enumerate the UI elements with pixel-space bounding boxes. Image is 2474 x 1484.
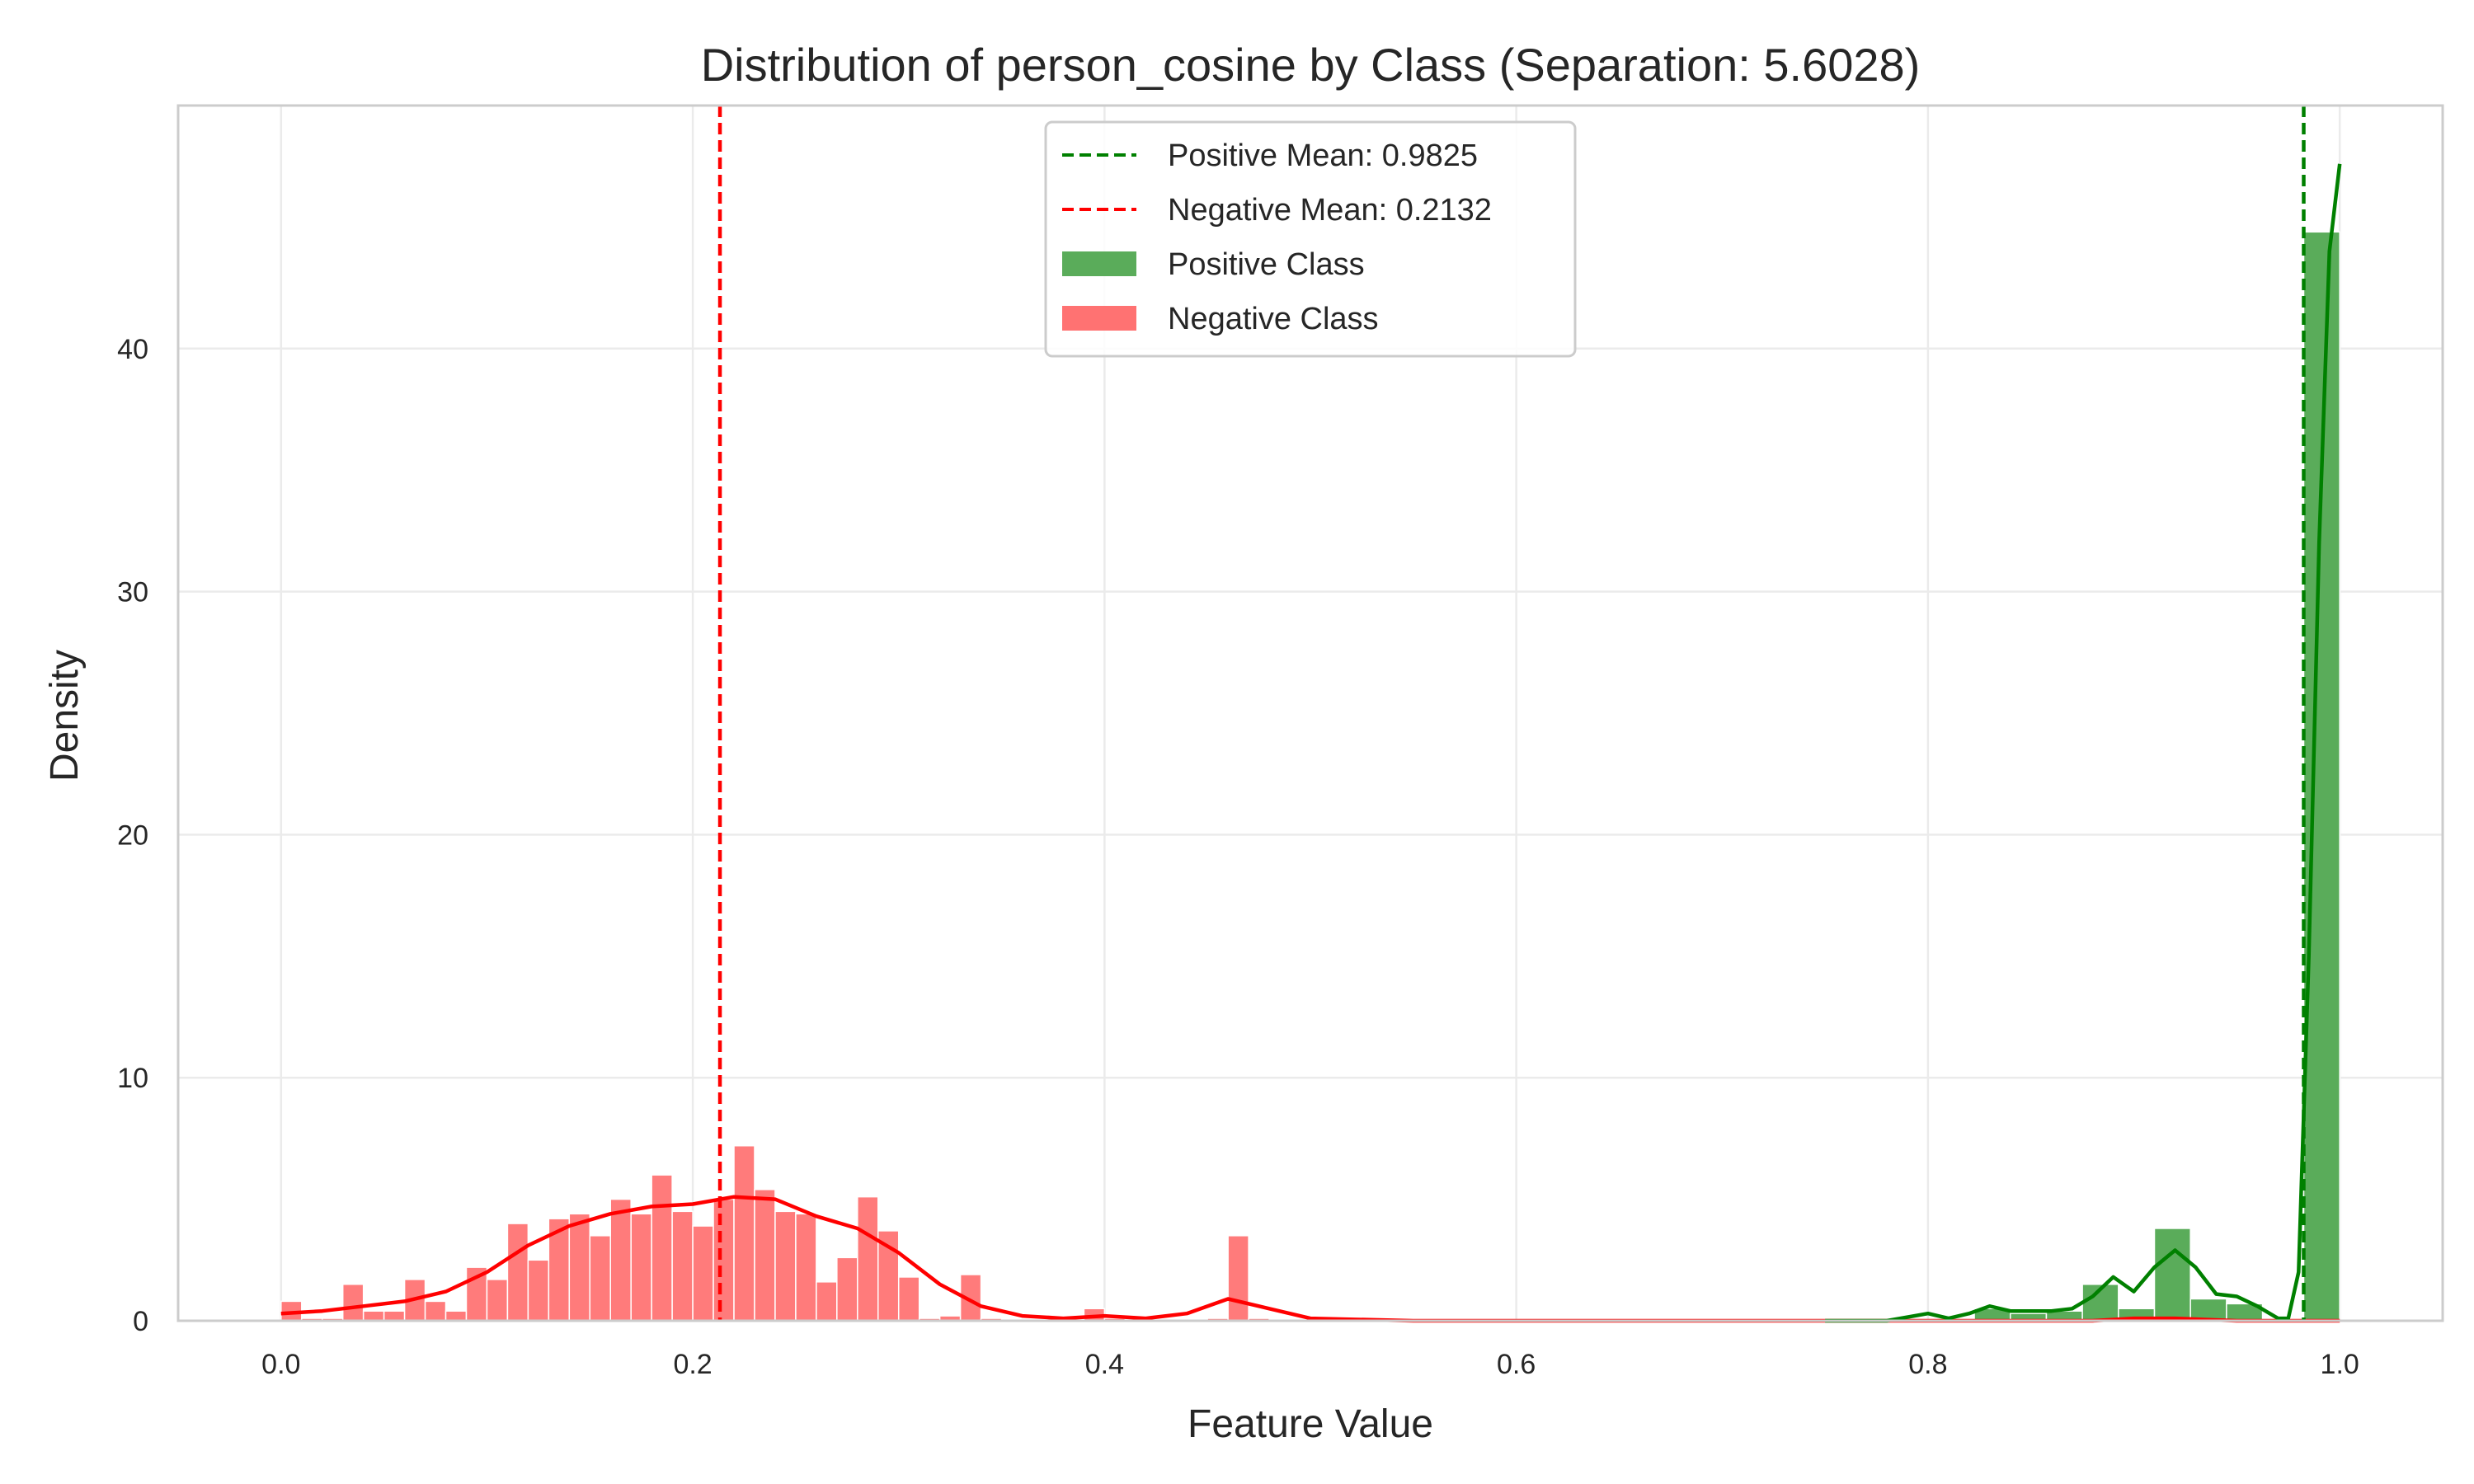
negative-class-bar-30 [897, 1276, 920, 1322]
y-tick-label-3: 30 [117, 577, 148, 608]
negative-class-bar-20 [692, 1225, 714, 1322]
legend-negative-class-swatch [1062, 306, 1136, 331]
x-tick-label-2: 0.4 [1085, 1349, 1124, 1380]
negative-class-bar-7 [424, 1300, 447, 1322]
negative-class-bar-15 [589, 1235, 611, 1322]
positive-class-bars [1973, 231, 2340, 1322]
negative-class-bar-18 [651, 1174, 673, 1322]
negative-class-bar-25 [795, 1213, 817, 1322]
negative-class-bar-46 [1227, 1235, 1249, 1322]
negative-class-bar-4 [362, 1310, 385, 1322]
negative-class-bar-23 [754, 1189, 776, 1322]
x-tick-label-5: 1.0 [2321, 1349, 2359, 1380]
y-tick-label-1: 10 [117, 1063, 148, 1094]
y-tick-label-4: 40 [117, 334, 148, 365]
x-tick-label-1: 0.2 [673, 1349, 712, 1380]
legend: Positive Mean: 0.9825 Negative Mean: 0.2… [1044, 120, 1577, 358]
negative-class-bar-8 [444, 1310, 468, 1322]
y-axis-label: Density [43, 650, 87, 782]
negative-class-bar-28 [857, 1195, 879, 1322]
legend-positive-mean-label: Positive Mean: 0.9825 [1168, 139, 1478, 173]
negative-class-bar-14 [568, 1213, 591, 1322]
mean-lines [717, 106, 2306, 1321]
negative-class-bar-24 [774, 1210, 797, 1322]
negative-class-bars [280, 1144, 2197, 1322]
negative-class-bar-11 [506, 1223, 529, 1322]
legend-negative-mean-label: Negative Mean: 0.2132 [1168, 193, 1492, 228]
legend-box [1044, 120, 1577, 358]
x-tick-label-0: 0.0 [261, 1349, 300, 1380]
negative-class-bar-10 [486, 1279, 509, 1322]
negative-class-bar-19 [671, 1210, 694, 1322]
negative-class-bar-3 [341, 1284, 365, 1322]
negative-class-bar-21 [713, 1198, 735, 1322]
chart-title: Distribution of person_cosine by Class (… [701, 39, 1921, 91]
x-tick-label-3: 0.6 [1497, 1349, 1536, 1380]
y-axis-ticks: 0 10 20 30 40 [117, 334, 148, 1337]
positive-class-bar-8 [2302, 231, 2340, 1322]
x-axis-ticks: 0.0 0.2 0.4 0.6 0.8 1.0 [261, 1349, 2359, 1380]
legend-positive-class-label: Positive Class [1168, 247, 1365, 282]
negative-class-bar-26 [816, 1281, 838, 1322]
negative-class-bar-22 [733, 1144, 755, 1322]
x-axis-label: Feature Value [1188, 1402, 1433, 1446]
plot-frame [176, 104, 2444, 1322]
x-tick-label-4: 0.8 [1908, 1349, 1947, 1380]
negative-class-bar-27 [836, 1256, 858, 1322]
positive-class-kde-curve [1825, 163, 2342, 1323]
negative-class-bar-17 [630, 1213, 652, 1322]
negative-class-bar-12 [527, 1259, 550, 1322]
y-tick-label-2: 20 [117, 819, 148, 851]
y-tick-label-0: 0 [133, 1306, 148, 1337]
legend-positive-class-swatch [1062, 251, 1136, 276]
negative-class-bar-5 [383, 1310, 406, 1322]
negative-class-bar-16 [609, 1198, 632, 1322]
legend-negative-class-label: Negative Class [1168, 302, 1379, 336]
positive-class-bar-5 [2153, 1228, 2191, 1322]
